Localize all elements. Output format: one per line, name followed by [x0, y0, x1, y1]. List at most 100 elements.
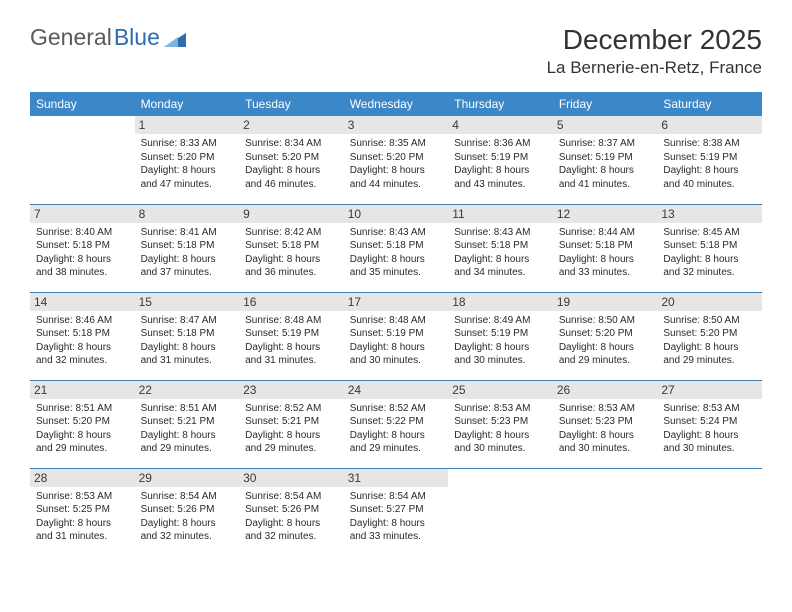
calendar-cell: 18 Sunrise: 8:49 AMSunset: 5:19 PMDayligh… — [448, 292, 553, 380]
day-details: Sunrise: 8:54 AMSunset: 5:26 PMDaylight:… — [245, 490, 338, 544]
day-details: Sunrise: 8:50 AMSunset: 5:20 PMDaylight:… — [663, 314, 756, 368]
col-thursday: Thursday — [448, 92, 553, 116]
day-number: 28 — [30, 469, 135, 487]
day-details: Sunrise: 8:42 AMSunset: 5:18 PMDaylight:… — [245, 226, 338, 280]
page-header: GeneralBlue December 2025 La Bernerie-en… — [30, 24, 762, 78]
day-details: Sunrise: 8:34 AMSunset: 5:20 PMDaylight:… — [245, 137, 338, 191]
day-details: Sunrise: 8:37 AMSunset: 5:19 PMDaylight:… — [559, 137, 652, 191]
day-number: 30 — [239, 469, 344, 487]
day-details: Sunrise: 8:53 AMSunset: 5:23 PMDaylight:… — [454, 402, 547, 456]
day-details: Sunrise: 8:50 AMSunset: 5:20 PMDaylight:… — [559, 314, 652, 368]
calendar-cell: 31 Sunrise: 8:54 AMSunset: 5:27 PMDayligh… — [344, 468, 449, 556]
day-number: 23 — [239, 381, 344, 399]
calendar-table: Sunday Monday Tuesday Wednesday Thursday… — [30, 92, 762, 556]
day-number: 16 — [239, 293, 344, 311]
col-tuesday: Tuesday — [239, 92, 344, 116]
calendar-cell: 22 Sunrise: 8:51 AMSunset: 5:21 PMDayligh… — [135, 380, 240, 468]
col-monday: Monday — [135, 92, 240, 116]
calendar-cell: 19 Sunrise: 8:50 AMSunset: 5:20 PMDayligh… — [553, 292, 658, 380]
calendar-page: GeneralBlue December 2025 La Bernerie-en… — [0, 0, 792, 580]
day-number: 12 — [553, 205, 658, 223]
calendar-cell: 8Sunrise: 8:41 AMSunset: 5:18 PMDaylight… — [135, 204, 240, 292]
calendar-cell: 21Sunrise: 8:51 AMSunset: 5:20 PMDayligh… — [30, 380, 135, 468]
day-number: 7 — [30, 205, 135, 223]
calendar-cell: 16 Sunrise: 8:48 AMSunset: 5:19 PMDayligh… — [239, 292, 344, 380]
day-number: 24 — [344, 381, 449, 399]
col-friday: Friday — [553, 92, 658, 116]
day-number: 13 — [657, 205, 762, 223]
day-details: Sunrise: 8:53 AMSunset: 5:25 PMDaylight:… — [36, 490, 129, 544]
day-number: 4 — [448, 116, 553, 134]
day-number: 14 — [30, 293, 135, 311]
day-details: Sunrise: 8:45 AMSunset: 5:18 PMDaylight:… — [663, 226, 756, 280]
day-number: 18 — [448, 293, 553, 311]
logo-text-blue: Blue — [114, 24, 160, 51]
calendar-cell: 7Sunrise: 8:40 AMSunset: 5:18 PMDaylight… — [30, 204, 135, 292]
calendar-cell: 24 Sunrise: 8:52 AMSunset: 5:22 PMDayligh… — [344, 380, 449, 468]
day-number: 21 — [30, 381, 135, 399]
calendar-cell: 25 Sunrise: 8:53 AMSunset: 5:23 PMDayligh… — [448, 380, 553, 468]
calendar-row: 21Sunrise: 8:51 AMSunset: 5:20 PMDayligh… — [30, 380, 762, 468]
day-details: Sunrise: 8:48 AMSunset: 5:19 PMDaylight:… — [245, 314, 338, 368]
logo-triangle-icon — [164, 29, 186, 47]
location-label: La Bernerie-en-Retz, France — [547, 58, 762, 78]
calendar-cell: 20 Sunrise: 8:50 AMSunset: 5:20 PMDayligh… — [657, 292, 762, 380]
calendar-cell: 13 Sunrise: 8:45 AMSunset: 5:18 PMDayligh… — [657, 204, 762, 292]
calendar-cell: 26 Sunrise: 8:53 AMSunset: 5:23 PMDayligh… — [553, 380, 658, 468]
day-number: 5 — [553, 116, 658, 134]
day-details: Sunrise: 8:33 AMSunset: 5:20 PMDaylight:… — [141, 137, 234, 191]
calendar-row: 14 Sunrise: 8:46 AMSunset: 5:18 PMDayligh… — [30, 292, 762, 380]
day-details: Sunrise: 8:38 AMSunset: 5:19 PMDaylight:… — [663, 137, 756, 191]
calendar-cell: 10Sunrise: 8:43 AMSunset: 5:18 PMDayligh… — [344, 204, 449, 292]
day-number: 19 — [553, 293, 658, 311]
logo-text-gray: General — [30, 24, 112, 51]
day-number: 3 — [344, 116, 449, 134]
day-details: Sunrise: 8:41 AMSunset: 5:18 PMDaylight:… — [141, 226, 234, 280]
day-details: Sunrise: 8:46 AMSunset: 5:18 PMDaylight:… — [36, 314, 129, 368]
day-number: 17 — [344, 293, 449, 311]
day-details: Sunrise: 8:49 AMSunset: 5:19 PMDaylight:… — [454, 314, 547, 368]
day-number: 1 — [135, 116, 240, 134]
calendar-cell — [30, 116, 135, 204]
day-details: Sunrise: 8:36 AMSunset: 5:19 PMDaylight:… — [454, 137, 547, 191]
calendar-cell: 30 Sunrise: 8:54 AMSunset: 5:26 PMDayligh… — [239, 468, 344, 556]
day-details: Sunrise: 8:52 AMSunset: 5:21 PMDaylight:… — [245, 402, 338, 456]
calendar-cell: 1 Sunrise: 8:33 AMSunset: 5:20 PMDaylight… — [135, 116, 240, 204]
day-details: Sunrise: 8:51 AMSunset: 5:21 PMDaylight:… — [141, 402, 234, 456]
day-details: Sunrise: 8:54 AMSunset: 5:27 PMDaylight:… — [350, 490, 443, 544]
day-details: Sunrise: 8:48 AMSunset: 5:19 PMDaylight:… — [350, 314, 443, 368]
calendar-cell: 5 Sunrise: 8:37 AMSunset: 5:19 PMDaylight… — [553, 116, 658, 204]
calendar-body: 1 Sunrise: 8:33 AMSunset: 5:20 PMDaylight… — [30, 116, 762, 556]
calendar-cell: 4 Sunrise: 8:36 AMSunset: 5:19 PMDaylight… — [448, 116, 553, 204]
day-number: 22 — [135, 381, 240, 399]
day-number: 20 — [657, 293, 762, 311]
calendar-cell: 12 Sunrise: 8:44 AMSunset: 5:18 PMDayligh… — [553, 204, 658, 292]
calendar-row: 28 Sunrise: 8:53 AMSunset: 5:25 PMDayligh… — [30, 468, 762, 556]
day-number: 29 — [135, 469, 240, 487]
calendar-cell: 28 Sunrise: 8:53 AMSunset: 5:25 PMDayligh… — [30, 468, 135, 556]
calendar-cell: 14 Sunrise: 8:46 AMSunset: 5:18 PMDayligh… — [30, 292, 135, 380]
calendar-cell: 9Sunrise: 8:42 AMSunset: 5:18 PMDaylight… — [239, 204, 344, 292]
day-details: Sunrise: 8:43 AMSunset: 5:18 PMDaylight:… — [454, 226, 547, 280]
calendar-cell: 2Sunrise: 8:34 AMSunset: 5:20 PMDaylight… — [239, 116, 344, 204]
calendar-cell: 15Sunrise: 8:47 AMSunset: 5:18 PMDayligh… — [135, 292, 240, 380]
calendar-cell: 27Sunrise: 8:53 AMSunset: 5:24 PMDayligh… — [657, 380, 762, 468]
calendar-row: 7Sunrise: 8:40 AMSunset: 5:18 PMDaylight… — [30, 204, 762, 292]
day-number: 31 — [344, 469, 449, 487]
day-details: Sunrise: 8:44 AMSunset: 5:18 PMDaylight:… — [559, 226, 652, 280]
calendar-cell: 29Sunrise: 8:54 AMSunset: 5:26 PMDayligh… — [135, 468, 240, 556]
day-number: 26 — [553, 381, 658, 399]
calendar-cell — [657, 468, 762, 556]
day-details: Sunrise: 8:35 AMSunset: 5:20 PMDaylight:… — [350, 137, 443, 191]
day-number: 15 — [135, 293, 240, 311]
day-details: Sunrise: 8:53 AMSunset: 5:23 PMDaylight:… — [559, 402, 652, 456]
day-details: Sunrise: 8:43 AMSunset: 5:18 PMDaylight:… — [350, 226, 443, 280]
day-number: 6 — [657, 116, 762, 134]
month-title: December 2025 — [547, 24, 762, 56]
day-details: Sunrise: 8:52 AMSunset: 5:22 PMDaylight:… — [350, 402, 443, 456]
calendar-cell: 6 Sunrise: 8:38 AMSunset: 5:19 PMDaylight… — [657, 116, 762, 204]
calendar-cell — [553, 468, 658, 556]
calendar-cell — [448, 468, 553, 556]
day-number: 25 — [448, 381, 553, 399]
col-saturday: Saturday — [657, 92, 762, 116]
